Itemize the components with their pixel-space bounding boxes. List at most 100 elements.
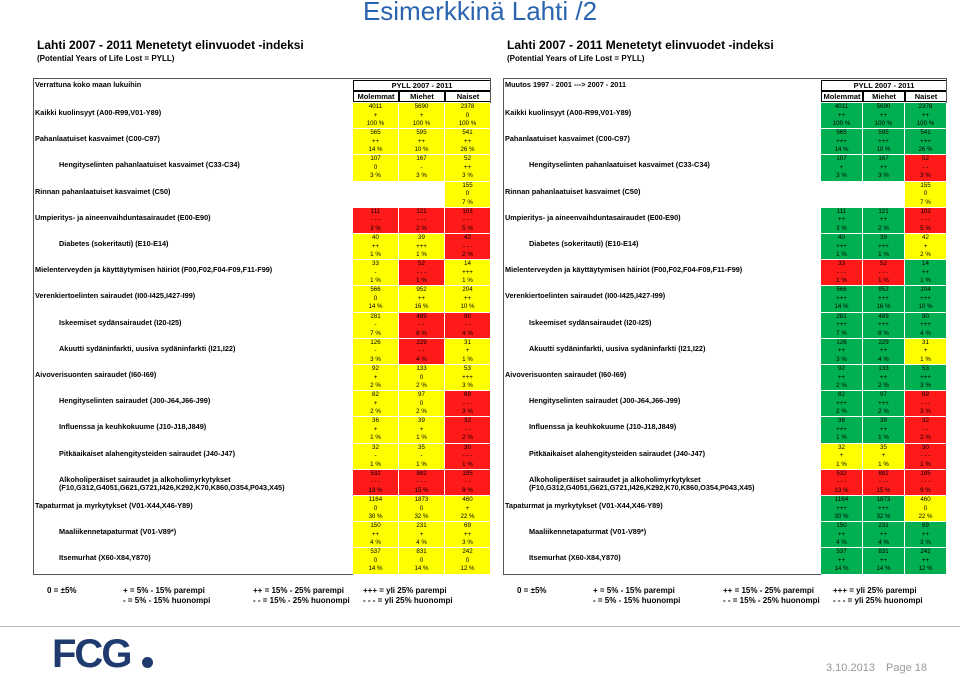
cell-text: 537 [836, 548, 847, 556]
cell: 489 +++ 8 % [863, 312, 905, 339]
cell-text: 32 [372, 443, 379, 451]
cell-text: ++ [879, 347, 888, 355]
cell: 97 +++ 2 % [863, 391, 905, 418]
row-label: Diabetes (sokeritauti) (E10-E14) [529, 240, 639, 248]
cell-text: - - - [462, 216, 473, 224]
cell: 32 +1 % [821, 443, 863, 470]
cell-text: 2 % [836, 382, 847, 389]
cell: 52 ++ 3 % [445, 155, 491, 182]
cell-text: - [374, 452, 377, 460]
cell-text: 90 [464, 312, 471, 320]
cell-text: 1 % [878, 434, 889, 442]
cell: 53 +++ 3 % [445, 365, 491, 392]
cell-text: - - - [836, 478, 847, 486]
cell: 42 +2 % [905, 234, 947, 261]
cell-text: 4 % [836, 539, 847, 547]
cell-text: 14 % [414, 565, 429, 573]
cell-text: 167 [416, 155, 427, 163]
cell-text: 532 [370, 469, 381, 477]
cell-text: ++ [921, 268, 930, 276]
cell-text: 35 [418, 443, 425, 451]
cell-text: 3 % [920, 172, 931, 180]
cell-text: 3 % [920, 408, 931, 416]
cell: 229- -4 % [399, 338, 445, 365]
row-label: Alkoholiperäiset sairaudet ja alkoholimy… [529, 475, 755, 493]
cell-text: - - - [416, 478, 427, 486]
cell-text: 1 % [462, 277, 473, 285]
cell-text: 2 % [416, 224, 427, 232]
cell-text: 14 % [876, 565, 891, 573]
cell-text: 92 [372, 365, 379, 372]
page-number: Page 18 [886, 662, 927, 674]
cell-text: 0 [923, 190, 928, 198]
cell-text: + [419, 111, 424, 119]
cell-text: +++ [462, 373, 473, 381]
cell-text: 26 % [460, 146, 475, 154]
cell: 126-3 % [353, 338, 399, 365]
cell-text: ++ [879, 373, 888, 381]
cell-text: 2 % [878, 408, 889, 416]
cell-text: 14 % [368, 303, 383, 311]
cell-text: +++ [836, 321, 847, 329]
row-label: Alkoholiperäiset sairaudet ja alkoholimy… [59, 475, 285, 493]
cell-text: 92 [838, 365, 845, 372]
cell-text: 1 % [878, 460, 889, 468]
cell: 532- - -13 % [353, 469, 399, 496]
cell-text: 2 % [370, 408, 381, 416]
cell: 103- - -5 % [445, 207, 491, 234]
cell-text: 2 % [370, 382, 381, 389]
cell-text: - [420, 163, 423, 171]
cell-text: ++ [371, 530, 380, 538]
cell-text: 107 [836, 155, 847, 163]
row-label: Hengityselinten sairaudet (J00-J64,J66-J… [59, 397, 211, 406]
cell-text: + [923, 347, 928, 355]
cell-text: 242 [920, 548, 931, 556]
cell-text: 1 % [462, 355, 473, 363]
cell-text: +++ [878, 294, 889, 302]
cell-text: 532 [836, 469, 847, 477]
cell-text: + [419, 425, 424, 433]
cell-text: 1 % [836, 434, 847, 442]
cell: 5690 +100 % [399, 103, 445, 130]
cell-text: 4 % [920, 329, 931, 337]
cell: 566 +++ 14 % [821, 286, 863, 313]
cell-text: 3 % [920, 382, 931, 389]
legend-item: - - = 15% - 25% huonompi [253, 596, 350, 605]
cell-text: + [465, 504, 470, 512]
cell: 69 ++ 3 % [445, 522, 491, 549]
cell: 831 ++ 14 % [863, 548, 905, 575]
cell-text: 40 [372, 234, 379, 241]
cell-text: 4011 [834, 103, 849, 110]
cell-text: - [374, 321, 377, 329]
cell-text: 1 % [370, 460, 381, 468]
row-label: Mielenterveyden ja käyttäytymisen häiriö… [35, 266, 273, 275]
cell: 33- - -1 % [821, 260, 863, 287]
cell-text: - - [418, 347, 425, 355]
legend-item: +++ = yli 25% parempi [363, 586, 447, 595]
row-label: Diabetes (sokeritauti) (E10-E14) [59, 240, 169, 248]
cell-text: 2378 [460, 103, 475, 110]
cell-text: 2 % [416, 382, 427, 389]
cell-text: 0 [419, 556, 424, 564]
cell-text: 1 % [370, 251, 381, 258]
cell: 33-1 % [353, 260, 399, 287]
cell: 69- - -3 % [445, 391, 491, 418]
cell-text: + [373, 373, 378, 381]
cell-text: 36 [838, 417, 845, 425]
cell-text: 281 [836, 312, 847, 320]
cell-text: 126 [370, 338, 381, 346]
cell-text: - - [922, 163, 929, 171]
cell-text: 1 % [416, 277, 427, 285]
cell: 4011 +100 % [353, 103, 399, 130]
cell-text: 5 % [462, 224, 473, 232]
cell-text: 4 % [416, 539, 427, 547]
cell: 92 ++ 2 % [821, 365, 863, 392]
cell-text: 100 % [832, 120, 851, 127]
cell-text: ++ [837, 373, 846, 381]
cell: 489- -8 % [399, 312, 445, 339]
cell-text: 10 % [414, 146, 429, 154]
cell: 155 0 7 % [905, 181, 947, 208]
cell: 30- - -1 % [905, 443, 947, 470]
cell-text: 281 [370, 312, 381, 320]
cell: 31 +1 % [445, 338, 491, 365]
